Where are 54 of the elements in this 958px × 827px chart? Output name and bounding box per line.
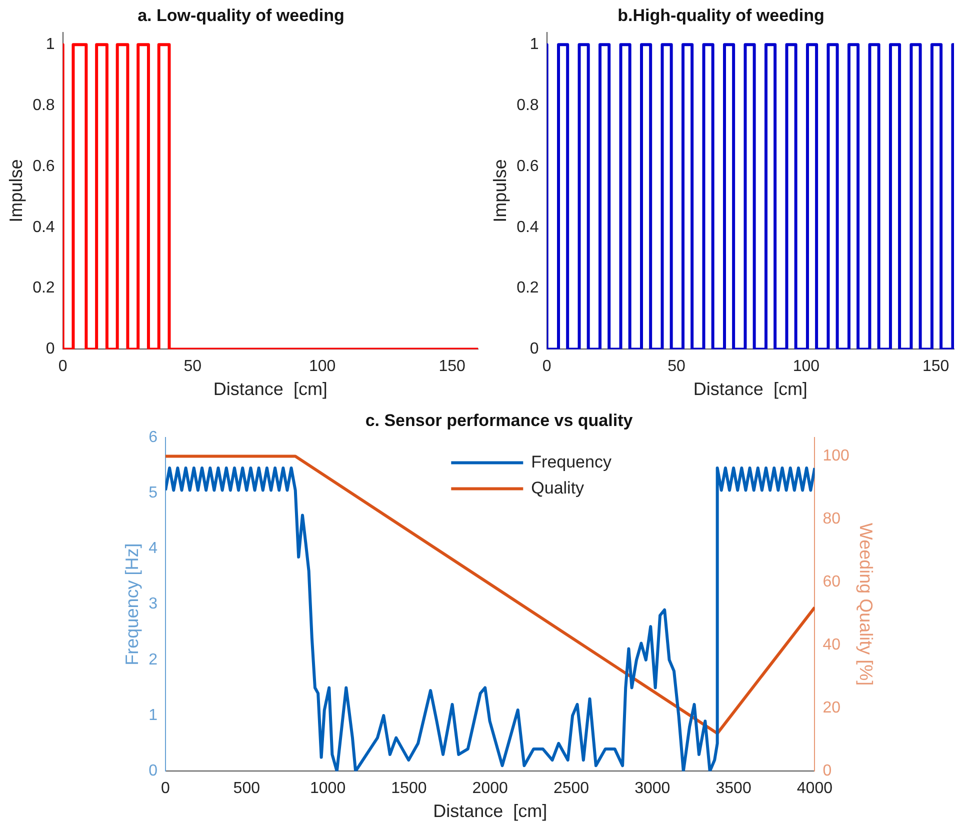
chart-title: b.High-quality of weeding	[618, 6, 824, 25]
y-axis-title: Frequency [Hz]	[122, 543, 142, 666]
x-axis-title: Distance [cm]	[433, 801, 548, 822]
y-tick-label: 0.8	[32, 96, 55, 114]
y-tick-label: 1	[530, 36, 539, 53]
x-tick-label: 100	[792, 358, 820, 376]
y-tick-label: 0.2	[32, 280, 55, 297]
x-tick-label: 1500	[391, 780, 427, 798]
x-tick-label: 150	[922, 358, 950, 376]
y-tick-label: 0	[148, 762, 158, 780]
y-tick-label: 3	[148, 596, 158, 613]
y2-tick-label: 60	[822, 574, 841, 591]
y2-tick-label: 0	[822, 762, 832, 780]
x-tick-label: 2000	[472, 780, 508, 798]
x-tick-label: 100	[308, 358, 336, 376]
y-tick-label: 0.2	[516, 280, 539, 297]
x-tick-label: 3000	[634, 780, 670, 798]
x-tick-label: 0	[542, 358, 552, 376]
y-tick-label: 0.6	[516, 158, 539, 175]
x-tick-label: 50	[668, 358, 686, 376]
x-axis-title: Distance [cm]	[693, 379, 808, 400]
y-tick-label: 6	[148, 428, 158, 446]
y-tick-label: 0	[530, 340, 539, 358]
y2-tick-label: 80	[822, 510, 841, 528]
x-tick-label: 500	[233, 780, 260, 798]
y-tick-label: 0.6	[32, 158, 55, 175]
y-tick-label: 4	[148, 540, 158, 558]
x-tick-label: 0	[161, 780, 170, 798]
x-tick-label: 3500	[716, 780, 752, 798]
y-tick-label: 0.4	[516, 218, 539, 236]
y2-axis-title: Weeding Quality [%]	[856, 522, 876, 686]
y-tick-label: 1	[148, 706, 158, 724]
y-axis-title: Impulse	[6, 159, 26, 222]
chart-title: c. Sensor performance vs quality	[365, 410, 634, 430]
y-tick-label: 5	[148, 484, 158, 502]
x-tick-label: 50	[184, 358, 202, 376]
x-tick-label: 2500	[553, 780, 590, 798]
x-tick-label: 4000	[796, 780, 833, 798]
y-tick-label: 2	[148, 651, 158, 668]
x-tick-label: 150	[438, 358, 466, 376]
x-axis-title: Distance [cm]	[213, 379, 328, 400]
y2-tick-label: 40	[822, 636, 841, 654]
chart-title: a. Low-quality of weeding	[138, 6, 344, 25]
y2-tick-label: 100	[822, 448, 850, 465]
y-axis-title: Impulse	[490, 159, 510, 222]
y2-tick-label: 20	[822, 700, 841, 717]
legend-label: Quality	[531, 478, 585, 498]
y-tick-label: 0	[46, 340, 55, 358]
x-tick-label: 0	[58, 358, 68, 376]
y-tick-label: 0.4	[32, 218, 55, 236]
legend-label: Frequency	[531, 452, 612, 472]
y-tick-label: 1	[46, 36, 55, 53]
x-tick-label: 1000	[310, 780, 346, 798]
y-tick-label: 0.8	[516, 96, 539, 114]
